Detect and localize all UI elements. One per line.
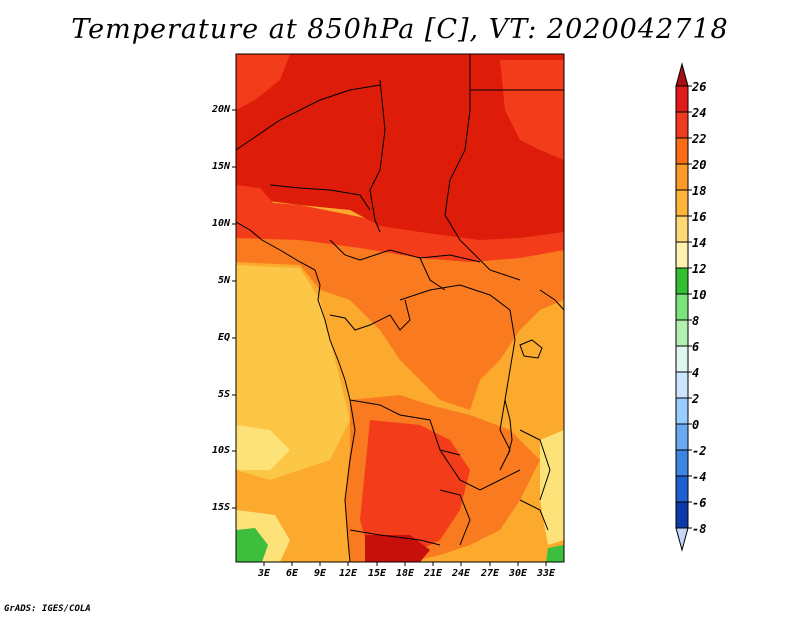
lat-label-eq: EQ xyxy=(217,332,230,343)
colorbar-segment-9 xyxy=(675,319,689,347)
border-sahara-1 xyxy=(236,84,381,151)
colorbar-segment-2 xyxy=(675,137,689,165)
colorbar-label-neg4: -4 xyxy=(692,470,707,484)
border-zambia xyxy=(439,449,521,491)
colorbar-arrow-top xyxy=(675,62,689,87)
colorbar-segment-11 xyxy=(675,371,689,399)
colorbar-label-14: 14 xyxy=(692,236,707,250)
border-sudan xyxy=(444,54,521,281)
lon-label-18e: 18E xyxy=(395,568,415,579)
border-east-kenya xyxy=(539,289,564,311)
colorbar-segment-16 xyxy=(675,501,689,529)
colorbar-label-20: 20 xyxy=(692,158,707,172)
lake-victoria xyxy=(519,339,543,359)
border-nigeria xyxy=(269,184,371,211)
colorbar-label-neg6: -6 xyxy=(692,496,707,510)
field-band-above-26 xyxy=(365,535,430,562)
colorbar-segment-12 xyxy=(675,397,689,425)
field-band-18-20-east xyxy=(510,320,564,430)
colorbar-label-0: 0 xyxy=(692,418,700,432)
colorbar-label-24: 24 xyxy=(692,106,707,120)
lon-ticks xyxy=(263,562,547,566)
colorbar-label-10: 10 xyxy=(692,288,707,302)
lon-label-15e: 15E xyxy=(367,568,387,579)
border-cameroon xyxy=(329,239,481,263)
colorbar-segment-10 xyxy=(675,345,689,373)
border-angola-namibia xyxy=(349,529,441,546)
colorbar-segment-1 xyxy=(675,111,689,139)
field-band-22-24-west xyxy=(236,185,275,225)
lat-ticks xyxy=(232,109,236,509)
lon-label-24e: 24E xyxy=(451,568,471,579)
colorbar-label-neg8: -8 xyxy=(692,522,707,536)
border-chad xyxy=(369,79,386,233)
lat-label-5s: 5S xyxy=(217,389,230,400)
colorbar-label-12: 12 xyxy=(692,262,707,276)
colorbar-segment-0 xyxy=(675,85,689,113)
border-gabon-congo xyxy=(329,299,411,331)
colorbar-segment-13 xyxy=(675,423,689,451)
colorbar-label-6: 6 xyxy=(692,340,700,354)
lon-label-27e: 27E xyxy=(480,568,500,579)
coastline-west-africa xyxy=(236,221,356,562)
colorbar-label-4: 4 xyxy=(692,366,700,380)
colorbar-segment-6 xyxy=(675,241,689,269)
border-tanzania xyxy=(519,429,551,501)
colorbar-segment-8 xyxy=(675,293,689,321)
field-band-22-24-ne xyxy=(500,60,564,160)
lon-label-9e: 9E xyxy=(313,568,327,579)
border-angola xyxy=(349,399,461,456)
lon-label-6e: 6E xyxy=(285,568,299,579)
chart-title: Temperature at 850hPa [C], VT: 202004271… xyxy=(71,14,729,45)
lon-label-33e: 33E xyxy=(536,568,556,579)
border-car xyxy=(419,257,446,291)
field-band-20-22-central xyxy=(236,232,564,410)
colorbar-segment-3 xyxy=(675,163,689,191)
colorbar-segment-7 xyxy=(675,267,689,295)
field-band-16-18-ocean xyxy=(236,265,350,480)
lake-tanganyika xyxy=(504,399,513,456)
lat-label-5n: 5N xyxy=(217,275,230,286)
lon-label-3e: 3E xyxy=(257,568,271,579)
country-borders xyxy=(236,54,564,562)
lat-label-20n: 20N xyxy=(211,104,230,115)
field-band-12-14-se xyxy=(546,545,564,562)
colorbar-segment-15 xyxy=(675,475,689,503)
lat-label-15s: 15S xyxy=(211,502,230,513)
colorbar-arrow-bottom xyxy=(675,527,689,552)
colorbar-label-18: 18 xyxy=(692,184,707,198)
colorbar-label-16: 16 xyxy=(692,210,707,224)
field-band-22-24-north xyxy=(236,200,564,262)
field-band-12-14-sw xyxy=(236,528,268,562)
colorbar-segment-14 xyxy=(675,449,689,477)
lon-label-12e: 12E xyxy=(338,568,358,579)
grads-credit: GrADS: IGES/COLA xyxy=(4,604,91,614)
border-drc-north xyxy=(399,284,511,311)
map-frame xyxy=(235,53,565,563)
field-band-22-24-nw xyxy=(236,54,290,110)
lat-label-10n: 10N xyxy=(211,218,230,229)
border-botswana xyxy=(439,489,471,546)
border-mozambique xyxy=(519,499,549,531)
field-band-14-16-west xyxy=(236,425,290,470)
colorbar-label-2: 2 xyxy=(692,392,700,406)
colorbar-segment-5 xyxy=(675,215,689,243)
colorbar-label-22: 22 xyxy=(692,132,707,146)
colorbar-label-26: 26 xyxy=(692,80,707,94)
lat-label-10s: 10S xyxy=(211,445,230,456)
colorbar-segment-4 xyxy=(675,189,689,217)
lon-label-30e: 30E xyxy=(508,568,528,579)
colorbar-label-8: 8 xyxy=(692,314,700,328)
colorbar-label-neg2: -2 xyxy=(692,444,707,458)
lon-label-21e: 21E xyxy=(423,568,443,579)
lat-label-15n: 15N xyxy=(211,161,230,172)
